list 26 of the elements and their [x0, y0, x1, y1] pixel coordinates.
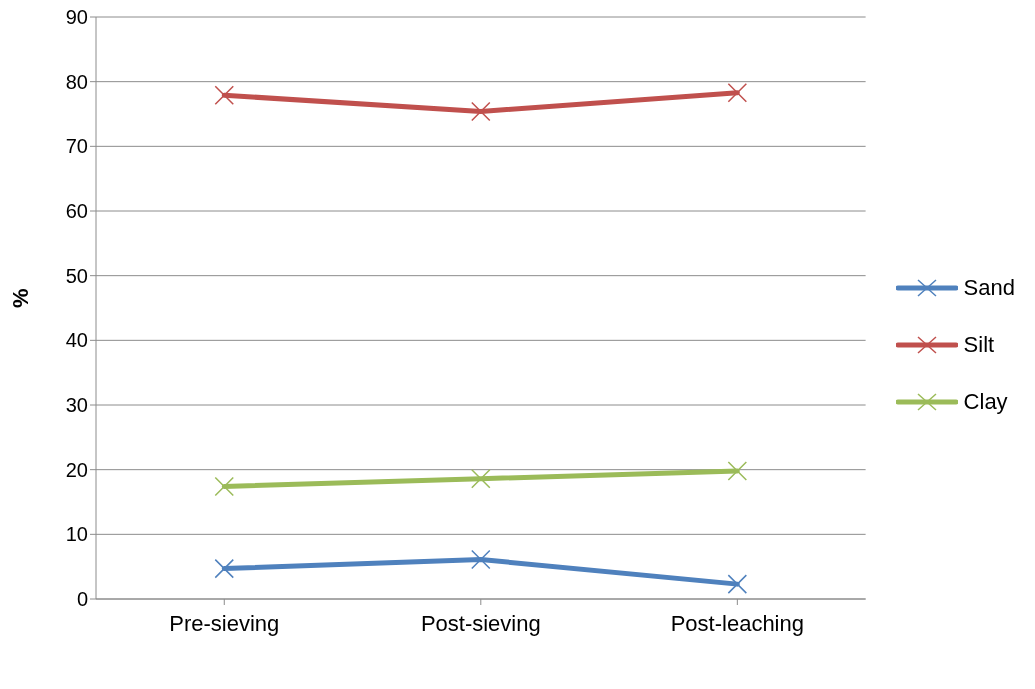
x-tick-label: Pre-sieving — [169, 610, 280, 636]
point — [214, 85, 235, 105]
x-tick-label: Post-sieving — [420, 610, 541, 636]
point — [471, 468, 491, 489]
point — [727, 461, 748, 481]
point — [727, 574, 748, 594]
y-axis-title: % — [7, 288, 33, 308]
y-tick-label: 0 — [76, 588, 88, 611]
y-tick-label: 20 — [65, 458, 88, 481]
point — [214, 558, 235, 579]
point — [214, 476, 235, 497]
y-tick-label: 60 — [65, 200, 88, 223]
y-tick-label: 50 — [65, 264, 88, 287]
legend-label: Silt — [963, 331, 995, 358]
legend-label: Sand — [963, 274, 1015, 301]
point — [727, 82, 748, 103]
y-tick-label: 30 — [65, 394, 88, 417]
y-tick-label: 40 — [65, 329, 88, 352]
y-tick-label: 10 — [65, 523, 88, 546]
point — [471, 549, 491, 570]
y-tick-label: 80 — [65, 70, 88, 93]
point — [471, 101, 491, 122]
x-tick-label: Post-leaching — [670, 610, 804, 636]
y-tick-label: 70 — [65, 135, 88, 158]
legend-label: Clay — [963, 388, 1008, 415]
y-tick-label: 90 — [65, 6, 88, 29]
